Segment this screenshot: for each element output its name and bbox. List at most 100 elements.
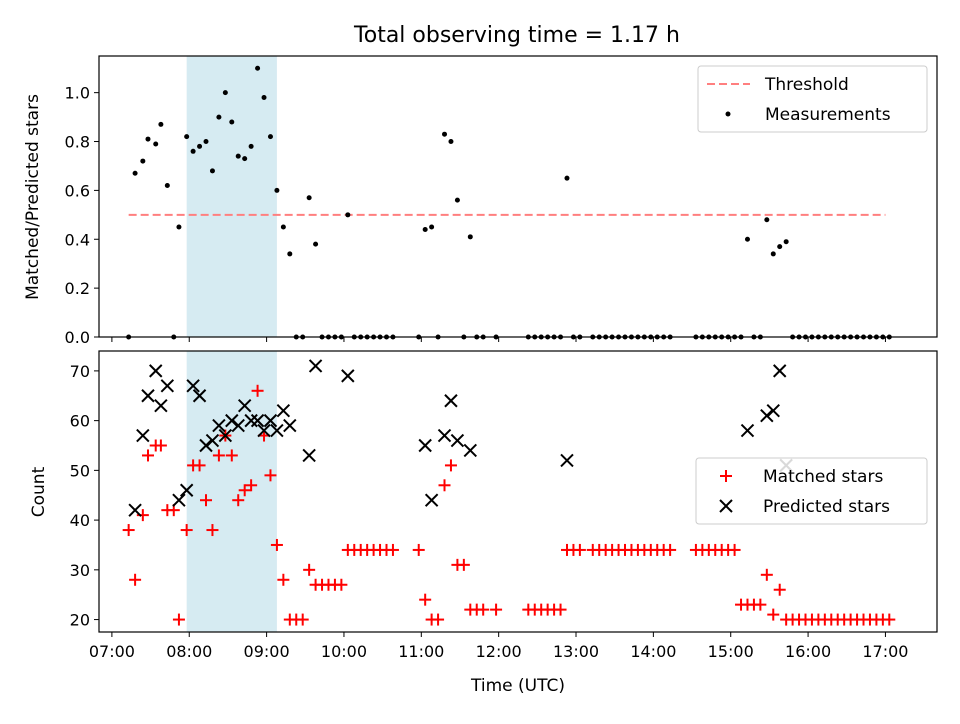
predicted-star-point: [141, 389, 155, 403]
matched-star-point: [238, 484, 251, 497]
predicted-star-point: [136, 428, 150, 443]
matched-star-point: [296, 613, 309, 626]
matched-star-point: [432, 613, 445, 626]
predicted-star-point: [766, 403, 780, 418]
matched-star-point: [767, 608, 780, 621]
measurement-point: [229, 119, 235, 125]
predicted-star-point: [199, 438, 213, 453]
bottom-y-axis-label: Count: [29, 466, 49, 517]
measurement-point: [216, 114, 222, 120]
measurement-point: [429, 224, 435, 230]
bottom-y-ticks: 20 30 40 50 60 70: [70, 362, 99, 630]
measurement-point: [164, 183, 170, 189]
measurement-point: [242, 156, 248, 162]
matched-star-point: [883, 613, 896, 626]
bottom-legend-box: [695, 457, 928, 525]
measurement-point: [313, 241, 319, 247]
bottom-plot-frame: [98, 350, 938, 633]
matched-star-point: [172, 613, 185, 626]
predicted-star-point: [244, 413, 258, 428]
matched-star-point: [457, 558, 470, 571]
predicted-star-point: [444, 394, 458, 408]
predicted-star-point: [218, 428, 233, 443]
matched-stars-points: [122, 384, 896, 626]
predicted-star-point: [418, 438, 432, 453]
matched-star-point: [277, 573, 290, 586]
matched-star-point: [386, 543, 399, 556]
predicted-star-point: [250, 413, 265, 428]
x-tick-label: 13:00: [553, 642, 599, 661]
measurement-point: [564, 175, 570, 181]
matched-star-point: [206, 524, 219, 537]
predicted-star-point: [560, 453, 574, 468]
measurement-point: [145, 136, 151, 142]
measurement-point: [770, 251, 776, 257]
matched-star-point: [193, 459, 206, 472]
matched-star-point: [773, 583, 786, 596]
predicted-star-point: [154, 399, 168, 413]
measurement-point: [132, 170, 138, 176]
matched-star-point: [335, 578, 348, 591]
legend-predicted-swatch: [719, 499, 733, 513]
top-shaded-band: [186, 56, 277, 337]
predicted-star-point: [740, 423, 755, 438]
matched-star-point: [573, 543, 586, 556]
matched-star-point: [554, 603, 567, 616]
predicted-star-point: [341, 369, 355, 383]
top-axes: 0.0 0.2 0.4 0.6 0.8 1.0 Matched/Predicted sta…: [23, 55, 938, 347]
matched-star-point: [303, 563, 316, 576]
predicted-star-point: [172, 493, 186, 507]
x-axis-label: Time (UTC): [470, 676, 565, 696]
legend-threshold-label: Threshold: [764, 75, 849, 95]
legend-measurements-swatch: [725, 111, 731, 117]
matched-star-point: [225, 449, 238, 462]
y-tick-label: 20: [70, 611, 90, 630]
measurement-point: [158, 121, 164, 127]
x-tick-label: 11:00: [398, 642, 444, 661]
measurement-point: [454, 197, 460, 203]
matched-star-point: [444, 459, 457, 472]
bottom-legend: Matched stars Predicted stars: [695, 457, 928, 525]
predicted-star-point: [424, 493, 439, 507]
legend-measurements-label: Measurements: [765, 105, 891, 125]
matched-star-point: [154, 439, 167, 452]
measurement-point: [467, 234, 473, 240]
predicted-star-point: [179, 483, 194, 497]
measurement-point: [287, 251, 293, 257]
x-tick-label: 14:00: [630, 642, 676, 661]
measurement-point: [184, 134, 190, 140]
matched-star-point: [664, 543, 677, 556]
x-tick-label: 07:00: [89, 642, 135, 661]
legend-matched-label: Matched stars: [763, 467, 883, 487]
predicted-star-point: [160, 379, 175, 393]
y-tick-label: 0.8: [65, 133, 90, 152]
matched-star-point: [232, 494, 245, 507]
predicted-star-point: [186, 379, 200, 393]
matched-star-point: [760, 568, 773, 581]
predicted-star-point: [308, 359, 323, 373]
predicted-star-point: [212, 418, 226, 433]
x-tick-label: 16:00: [785, 642, 831, 661]
bottom-axes: 20 30 40 50 60 70 07:00 08:00 09:00 10:00 11:00 12…: [29, 350, 938, 696]
matched-star-point: [245, 479, 258, 492]
matched-star-point: [419, 593, 432, 606]
predicted-star-point: [225, 413, 239, 428]
matched-star-point: [122, 524, 135, 537]
matched-star-point: [754, 598, 767, 611]
measurement-point: [255, 65, 261, 71]
y-tick-label: 60: [70, 412, 90, 431]
x-tick-label: 10:00: [321, 642, 367, 661]
y-tick-label: 0.6: [65, 181, 90, 200]
matched-star-point: [412, 543, 425, 556]
matched-star-point: [141, 449, 154, 462]
measurement-point: [176, 224, 182, 230]
predicted-star-point: [283, 418, 297, 433]
predicted-star-point: [450, 433, 465, 448]
measurement-point: [764, 217, 770, 223]
predicted-star-point: [149, 364, 163, 378]
x-tick-label: 12:00: [476, 642, 522, 661]
y-tick-label: 70: [70, 362, 90, 381]
matched-star-point: [270, 538, 283, 551]
measurement-point: [209, 168, 215, 174]
